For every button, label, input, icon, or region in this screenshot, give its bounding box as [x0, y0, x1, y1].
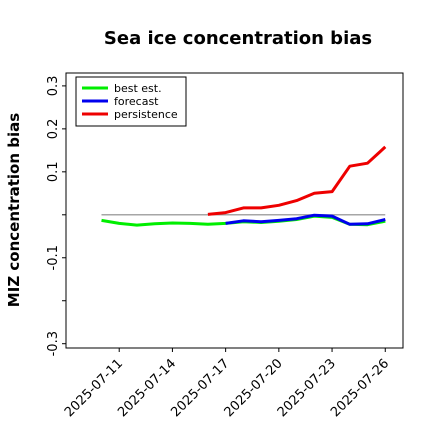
legend-label: persistence — [114, 108, 178, 121]
chart-title: Sea ice concentration bias — [104, 28, 372, 49]
series-line-forecast — [225, 213, 386, 226]
y-tick-label: 0.3 — [46, 76, 61, 97]
y-tick-label: -0.3 — [46, 331, 61, 356]
series-line-persistence — [207, 145, 387, 216]
legend-label: best est. — [114, 82, 162, 95]
y-tick-label: 0.2 — [46, 119, 61, 140]
y-tick-label: 0.1 — [46, 161, 61, 182]
x-axis: 2025-07-112025-07-142025-07-172025-07-20… — [62, 348, 392, 420]
y-axis: -0.3 -0.1 0.1 0.2 0.3 — [46, 76, 66, 356]
legend-label: forecast — [114, 95, 159, 108]
plot-frame — [65, 72, 404, 349]
y-tick-label: -0.1 — [46, 245, 61, 270]
y-axis-label: MIZ concentration bias — [5, 113, 23, 307]
series-layer — [101, 145, 387, 227]
